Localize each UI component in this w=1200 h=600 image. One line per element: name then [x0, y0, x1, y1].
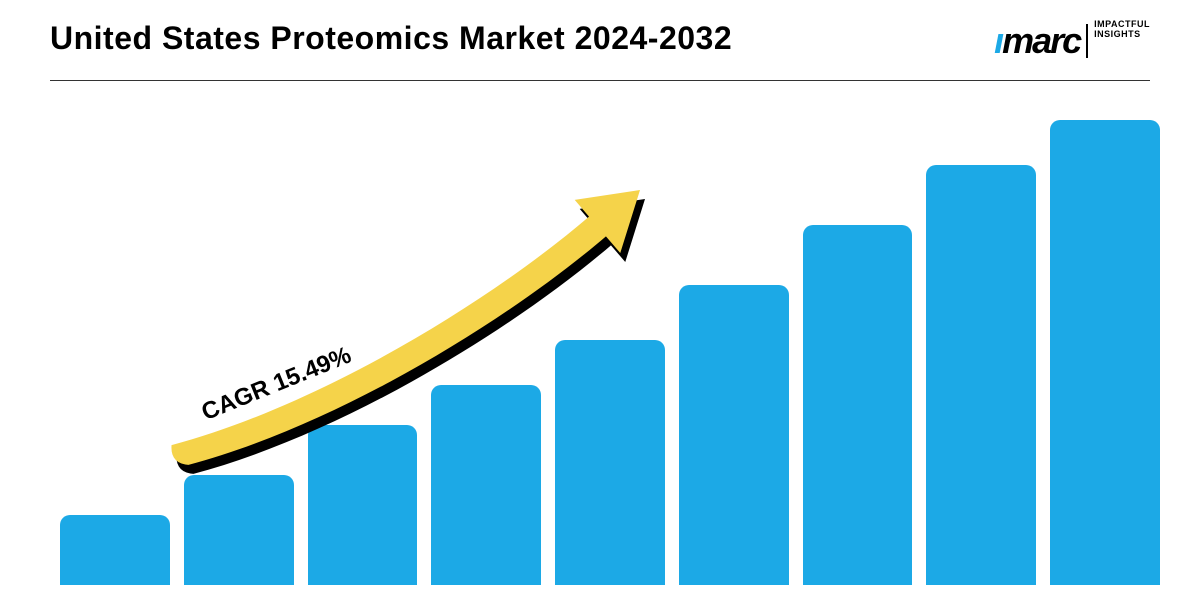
bar-4: [431, 385, 541, 585]
logo-rest: marc: [1002, 20, 1080, 61]
header: United States Proteomics Market 2024-203…: [50, 20, 1150, 62]
bar-1: [60, 515, 170, 585]
bar-9: [1050, 120, 1160, 585]
logo-tagline-line2: INSIGHTS: [1094, 30, 1150, 40]
page-root: United States Proteomics Market 2024-203…: [0, 0, 1200, 600]
chart-area: CAGR 15.49%: [60, 85, 1160, 585]
bar-6: [679, 285, 789, 585]
bar-7: [803, 225, 913, 585]
logo-text: ımarc: [994, 20, 1080, 62]
logo-tagline: IMPACTFUL INSIGHTS: [1094, 20, 1150, 40]
brand-logo: ımarc IMPACTFUL INSIGHTS: [994, 20, 1150, 62]
bar-2: [184, 475, 294, 585]
bar-3: [308, 425, 418, 585]
logo-divider: [1086, 24, 1088, 58]
bar-5: [555, 340, 665, 585]
logo-letter-i: ı: [994, 20, 1002, 61]
bar-8: [926, 165, 1036, 585]
bar-series: [60, 85, 1160, 585]
header-divider: [50, 80, 1150, 81]
page-title: United States Proteomics Market 2024-203…: [50, 20, 732, 57]
